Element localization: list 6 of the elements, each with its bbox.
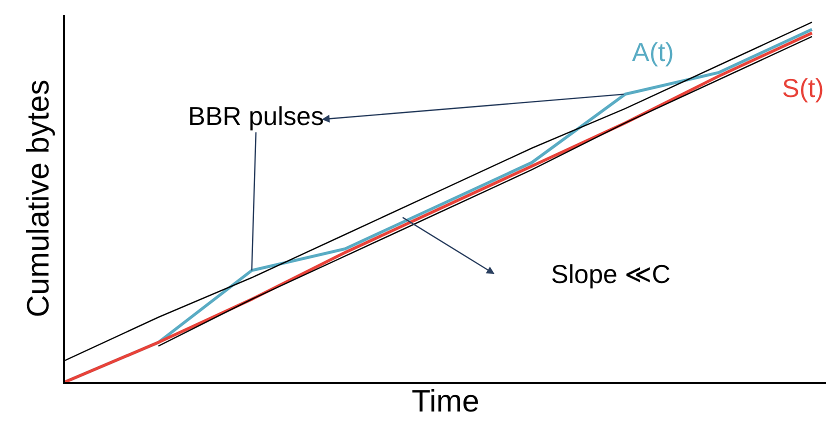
x-axis-title: Time	[412, 384, 480, 419]
annotation: Slope ≪C	[551, 259, 670, 289]
annotation: BBR pulses	[188, 101, 324, 131]
y-axis-title: Cumulative bytes	[20, 80, 56, 318]
series-label: A(t)	[632, 37, 674, 67]
series-label: S(t)	[782, 73, 824, 103]
